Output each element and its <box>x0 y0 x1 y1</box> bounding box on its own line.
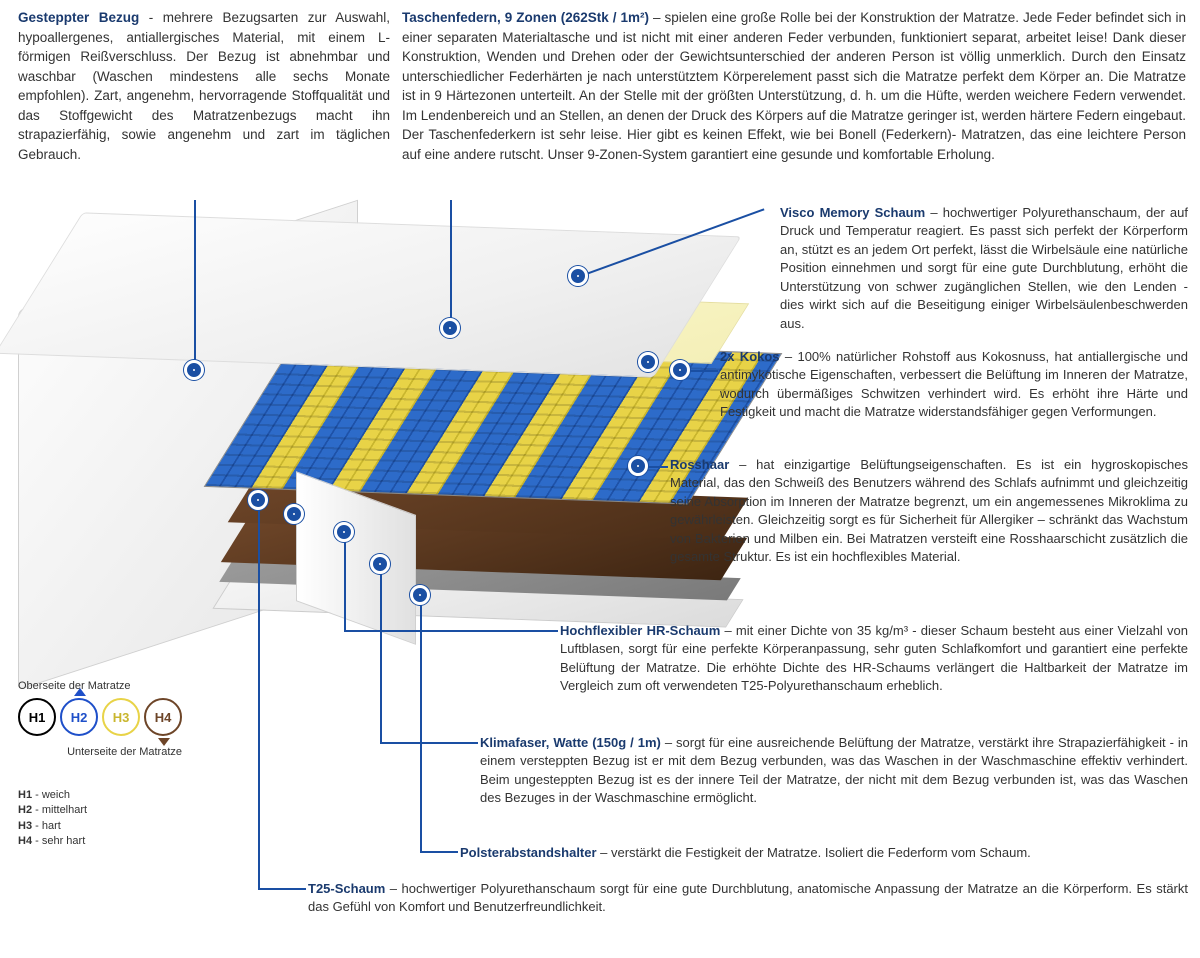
marker-dot <box>334 522 354 542</box>
mattress-diagram <box>0 185 768 685</box>
desc-text: – verstärkt die Festigkeit der Matratze.… <box>597 845 1031 860</box>
top-right-block: Taschenfedern, 9 Zonen (262Stk / 1m²) – … <box>402 8 1186 165</box>
layer-description-kokos: 2x Kokos – 100% natürlicher Rohstoff aus… <box>720 348 1188 422</box>
marker-dot <box>670 360 690 380</box>
arrow-down-icon <box>158 738 170 746</box>
connector-line <box>194 200 196 370</box>
top-left-block: Gesteppter Bezug - mehrere Bezugsarten z… <box>18 8 390 165</box>
desc-text: – 100% natürlicher Rohstoff aus Kokosnus… <box>720 349 1188 419</box>
legend-key: H3 - hart <box>18 819 182 834</box>
desc-text: – hat einzigartige Belüftungseigenschaft… <box>670 457 1188 564</box>
layer-description-hr: Hochflexibler HR-Schaum – mit einer Dich… <box>560 622 1188 696</box>
h1-circle: H1 <box>18 698 56 736</box>
marker-dot <box>638 352 658 372</box>
desc-title: Rosshaar <box>670 457 729 472</box>
layer-description-visco: Visco Memory Schaum – hochwertiger Polyu… <box>780 204 1188 333</box>
legend-key: H1 - weich <box>18 788 182 803</box>
marker-dot <box>628 456 648 476</box>
layer-top-cover <box>0 212 741 377</box>
desc-title: Polsterabstandshalter <box>460 845 597 860</box>
layer-description-rosshaar: Rosshaar – hat einzigartige Belüftungsei… <box>670 456 1188 567</box>
marker-dot <box>568 266 588 286</box>
connector-line <box>420 595 422 851</box>
bezug-title: Gesteppter Bezug <box>18 10 139 25</box>
hardness-legend: Oberseite der Matratze H1 H2 H3 H4 Unter… <box>18 680 182 850</box>
h2-circle: H2 <box>60 698 98 736</box>
connector-line <box>420 851 458 853</box>
mattress-illustration <box>18 235 763 665</box>
arrow-up-icon <box>74 688 86 696</box>
connector-line <box>258 500 260 888</box>
marker-dot <box>184 360 204 380</box>
legend-bottom-label: Unterseite der Matratze <box>18 746 182 758</box>
desc-title: T25-Schaum <box>308 881 385 896</box>
marker-dot <box>370 554 390 574</box>
marker-dot <box>440 318 460 338</box>
connector-line <box>380 564 382 742</box>
h3-circle: H3 <box>102 698 140 736</box>
connector-line <box>450 200 452 328</box>
taschen-title: Taschenfedern, 9 Zonen (262Stk / 1m²) <box>402 10 649 25</box>
legend-key-list: H1 - weich H2 - mittelhart H3 - hart H4 … <box>18 788 182 850</box>
layer-description-klima: Klimafaser, Watte (150g / 1m) – sorgt fü… <box>480 734 1188 808</box>
desc-title: Klimafaser, Watte (150g / 1m) <box>480 735 661 750</box>
desc-title: 2x Kokos <box>720 349 780 364</box>
legend-key: H2 - mittelhart <box>18 803 182 818</box>
desc-text: – hochwertiger Polyurethanschaum, der au… <box>780 205 1188 331</box>
layer-description-polster: Polsterabstandshalter – verstärkt die Fe… <box>460 844 1188 862</box>
desc-title: Visco Memory Schaum <box>780 205 925 220</box>
marker-dot <box>410 585 430 605</box>
connector-line <box>258 888 306 890</box>
top-text-row: Gesteppter Bezug - mehrere Bezugsarten z… <box>18 8 1186 165</box>
connector-line <box>344 532 346 630</box>
layer-description-t25: T25-Schaum – hochwertiger Polyurethansch… <box>308 880 1188 917</box>
bezug-text: - mehrere Bezugsarten zur Auswahl, hypoa… <box>18 10 390 162</box>
connector-line <box>344 630 558 632</box>
marker-dot <box>284 504 304 524</box>
hardness-circles: H1 H2 H3 H4 <box>18 698 182 736</box>
taschen-text: – spielen eine große Rolle bei der Konst… <box>402 10 1186 162</box>
desc-text: – hochwertiger Polyurethanschaum sorgt f… <box>308 881 1188 914</box>
legend-top-label: Oberseite der Matratze <box>18 680 182 692</box>
marker-dot <box>248 490 268 510</box>
desc-title: Hochflexibler HR-Schaum <box>560 623 720 638</box>
h4-circle: H4 <box>144 698 182 736</box>
connector-line <box>380 742 478 744</box>
legend-key: H4 - sehr hart <box>18 834 182 849</box>
